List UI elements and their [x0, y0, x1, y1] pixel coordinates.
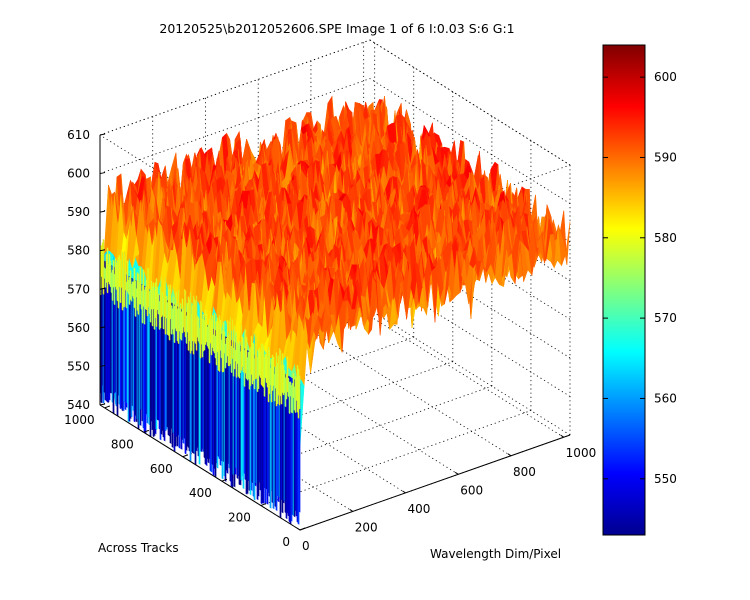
x-tick-label: 600 [460, 483, 483, 497]
transition-band-strip [298, 375, 301, 410]
front-wall-segment [334, 315, 338, 518]
colorbar-tick-label: 570 [654, 311, 677, 325]
colorbar-tick-label: 560 [654, 391, 677, 405]
front-wall-segment [389, 299, 393, 499]
x-tick-mark [402, 490, 406, 494]
z-tick-mark [99, 403, 106, 406]
z-tick-label: 570 [67, 282, 90, 296]
front-wall-segment [511, 277, 515, 456]
x-tick-label: 0 [302, 539, 310, 553]
colorbar-tick-label: 600 [654, 70, 677, 84]
colorbar-tick-label: 550 [654, 472, 677, 486]
front-wall-segment [393, 299, 397, 498]
front-wall-segment [528, 270, 532, 450]
z-tick-label: 540 [67, 398, 90, 412]
transition-band-strip [102, 238, 105, 295]
x-tick-label: 400 [407, 502, 430, 516]
z-tick-mark [99, 172, 106, 175]
transition-band-strip [233, 324, 236, 370]
y-tick-label: 200 [228, 511, 251, 525]
x-tick-mark [560, 434, 564, 438]
front-wall-segment [536, 247, 540, 447]
y-tick-label: 0 [282, 535, 290, 549]
top-frame-line [369, 39, 571, 166]
x-tick-label: 800 [513, 465, 536, 479]
y-tick-label: 400 [189, 486, 212, 500]
floor-gridline-x [257, 348, 459, 475]
z-tick-label: 590 [67, 205, 90, 219]
front-wall-segment [460, 259, 464, 473]
front-wall-segment [330, 315, 334, 520]
x-axis-label: Wavelength Dim/Pixel [430, 547, 561, 561]
side-wall-gridline-z [369, 78, 571, 204]
x-tick-mark [349, 509, 354, 512]
back-wall-gridline-z [99, 78, 371, 174]
floor-gridline-x [310, 330, 512, 457]
x-tick-label: 200 [355, 520, 378, 534]
front-wall-segment [481, 261, 485, 466]
y-tick-mark [182, 454, 188, 458]
z-tick-label: 610 [67, 128, 90, 142]
front-wall-segment [363, 320, 367, 508]
z-tick-label: 580 [67, 244, 90, 258]
y-tick-label: 1000 [64, 413, 95, 427]
floor-gridline-y [182, 361, 453, 458]
chart-title: 20120525\b2012052606.SPE Image 1 of 6 I:… [159, 21, 514, 36]
z-tick-mark [99, 210, 106, 213]
surface-plot [99, 95, 571, 525]
z-tick-mark [99, 133, 106, 136]
x-tick-mark [296, 527, 301, 531]
front-wall-segment [541, 251, 545, 446]
y-tick-label: 600 [150, 462, 173, 476]
x-tick-mark [507, 453, 512, 457]
z-tick-label: 600 [67, 167, 90, 181]
floor-gridline-x [363, 311, 564, 438]
y-axis-label: Across Tracks [98, 541, 179, 555]
top-frame-line [99, 39, 371, 136]
front-wall-segment [351, 309, 355, 512]
front-wall-segment [422, 288, 426, 487]
colorbar-tick-label: 580 [654, 231, 677, 245]
z-tick-label: 550 [67, 359, 90, 373]
transition-band-strip [134, 280, 137, 318]
front-wall-segment [524, 270, 528, 452]
front-wall-segment [562, 254, 566, 438]
front-wall-segment [473, 261, 477, 469]
side-wall-gridline-z [369, 271, 571, 397]
floor-gridline-y [260, 410, 532, 506]
front-wall-segment [317, 320, 321, 524]
front-wall-segment [368, 320, 372, 507]
side-wall-gridline-z [369, 309, 571, 436]
z-tick-label: 560 [67, 321, 90, 335]
front-wall-segment [338, 344, 342, 516]
front-wall-segment [557, 260, 561, 439]
front-wall-segment [477, 261, 481, 468]
floor-gridline-y [221, 385, 493, 482]
x-tick-mark [454, 471, 459, 475]
y-tick-mark [104, 405, 110, 409]
front-wall-segment [456, 292, 460, 475]
x-tick-label: 1000 [566, 446, 597, 460]
floor-gridline-x [205, 367, 406, 494]
colorbar: 550 560 570 580 590 600 [602, 44, 677, 536]
y-tick-label: 800 [111, 437, 134, 451]
front-wall-segment [532, 247, 536, 448]
colorbar-gradient [602, 44, 646, 536]
colorbar-tick-label: 590 [654, 150, 677, 164]
x-axis-line [299, 434, 571, 531]
